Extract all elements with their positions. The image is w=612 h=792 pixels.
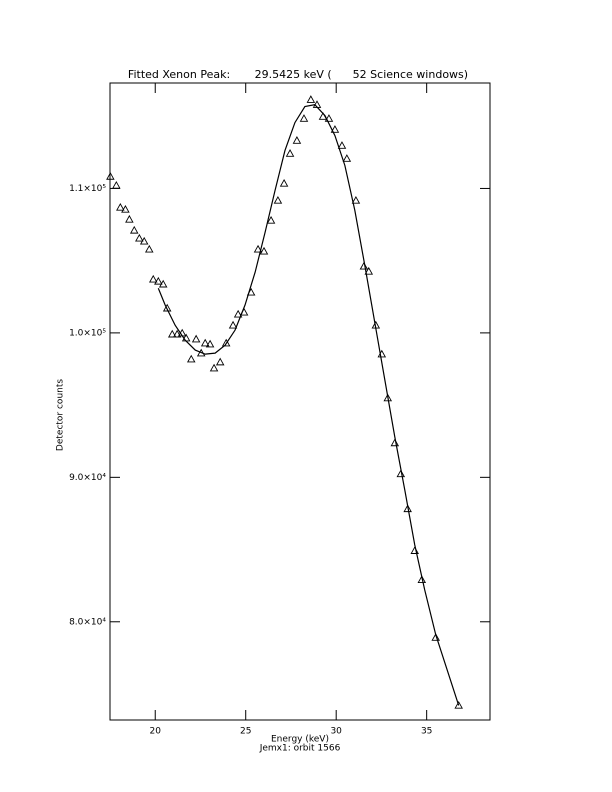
y-tick-label: 1.1×10⁵ [69,184,106,194]
x-axis-label: Energy (keV) [271,735,329,745]
data-point [359,261,369,270]
data-point [306,95,316,103]
data-point [454,700,463,709]
data-point [186,354,196,363]
data-point [135,233,144,242]
x-tick-label: 35 [421,727,432,737]
data-point [116,202,125,211]
data-point [125,214,134,223]
y-axis-label: Detector counts [56,379,66,451]
data-point [403,504,412,513]
data-point [158,279,168,288]
plot-frame [109,82,491,721]
data-point [167,329,177,338]
data-point [431,633,440,641]
data-point [129,225,139,234]
data-point [342,154,352,162]
data-point [330,125,340,133]
data-point [145,244,154,253]
data-point [351,196,361,204]
data-point [292,136,302,144]
data-point [154,276,163,285]
data-point [417,575,427,583]
data-point [106,172,115,180]
subtitle: Jemx1: orbit 1566 [259,744,341,754]
data-point [228,320,238,329]
x-tick-label: 25 [240,727,251,737]
data-point [273,196,283,204]
fit-curve [157,104,460,706]
data-point [221,338,231,347]
data-point [279,178,289,187]
data-point [209,363,219,372]
data-point [396,469,406,478]
chart-title: Fitted Xenon Peak: 29.5425 keV ( 52 Scie… [128,68,468,81]
data-point [215,357,225,366]
data-point [172,329,182,338]
data-point [364,266,374,275]
data-point [205,339,215,348]
data-point [259,246,269,255]
data-point [337,141,347,149]
x-tick-label: 20 [150,727,162,737]
data-point [200,338,210,347]
data-point [112,180,121,189]
data-point [299,114,309,122]
data-point [324,114,334,122]
y-tick-label: 8.0×10⁴ [69,617,106,627]
data-point [121,204,130,213]
data-point [162,303,172,312]
x-tick-label: 30 [330,727,342,737]
data-point [148,274,158,283]
data-point [266,215,276,224]
y-tick-label: 1.0×10⁵ [69,328,106,338]
data-point [191,334,201,343]
data-point [139,236,149,245]
y-tick-label: 9.0×10⁴ [69,473,106,483]
data-point [253,244,263,253]
data-point [390,438,400,447]
data-point [383,393,393,402]
data-point [285,149,295,157]
data-point [233,309,243,318]
